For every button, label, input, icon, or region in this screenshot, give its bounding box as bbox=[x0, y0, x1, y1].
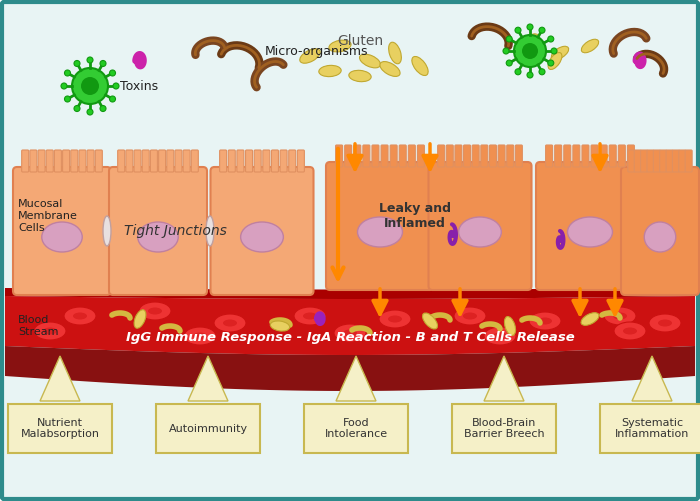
Polygon shape bbox=[188, 356, 228, 401]
Circle shape bbox=[109, 70, 116, 76]
Ellipse shape bbox=[329, 40, 351, 52]
Text: Toxins: Toxins bbox=[120, 80, 158, 93]
Ellipse shape bbox=[300, 49, 320, 63]
Circle shape bbox=[515, 69, 521, 75]
FancyBboxPatch shape bbox=[609, 145, 616, 167]
Text: Blood
Stream: Blood Stream bbox=[18, 315, 59, 337]
FancyBboxPatch shape bbox=[191, 150, 198, 172]
Ellipse shape bbox=[358, 217, 402, 247]
FancyBboxPatch shape bbox=[640, 150, 648, 172]
Circle shape bbox=[81, 77, 99, 95]
Ellipse shape bbox=[423, 313, 438, 329]
Text: Nutrient
Malabsorption: Nutrient Malabsorption bbox=[20, 418, 99, 439]
Ellipse shape bbox=[581, 313, 599, 325]
FancyBboxPatch shape bbox=[159, 150, 166, 172]
Circle shape bbox=[74, 61, 80, 67]
FancyBboxPatch shape bbox=[156, 404, 260, 453]
Ellipse shape bbox=[34, 322, 66, 340]
FancyBboxPatch shape bbox=[126, 150, 133, 172]
FancyBboxPatch shape bbox=[211, 167, 314, 295]
Text: Tight Junctions: Tight Junctions bbox=[124, 224, 226, 238]
Ellipse shape bbox=[241, 222, 284, 252]
Ellipse shape bbox=[658, 320, 672, 327]
FancyBboxPatch shape bbox=[545, 145, 552, 167]
Text: IgG Immune Response - IgA Reaction - B and T Cells Release: IgG Immune Response - IgA Reaction - B a… bbox=[125, 332, 575, 345]
Ellipse shape bbox=[148, 308, 162, 315]
Ellipse shape bbox=[623, 328, 637, 335]
FancyBboxPatch shape bbox=[87, 150, 94, 172]
FancyBboxPatch shape bbox=[536, 162, 644, 290]
Ellipse shape bbox=[649, 314, 681, 332]
Circle shape bbox=[551, 48, 557, 54]
Circle shape bbox=[539, 27, 545, 33]
FancyBboxPatch shape bbox=[62, 150, 69, 172]
Ellipse shape bbox=[582, 39, 598, 53]
Ellipse shape bbox=[484, 327, 516, 345]
Ellipse shape bbox=[548, 53, 562, 70]
Circle shape bbox=[548, 60, 554, 66]
Circle shape bbox=[548, 36, 554, 42]
FancyBboxPatch shape bbox=[118, 150, 125, 172]
Ellipse shape bbox=[343, 330, 357, 337]
Ellipse shape bbox=[463, 313, 477, 320]
FancyBboxPatch shape bbox=[272, 150, 279, 172]
Circle shape bbox=[61, 83, 67, 89]
FancyBboxPatch shape bbox=[13, 167, 111, 295]
FancyBboxPatch shape bbox=[573, 145, 580, 167]
Ellipse shape bbox=[193, 333, 207, 340]
Ellipse shape bbox=[380, 62, 400, 77]
Circle shape bbox=[100, 106, 106, 112]
Ellipse shape bbox=[522, 34, 538, 48]
FancyBboxPatch shape bbox=[481, 145, 488, 167]
Circle shape bbox=[87, 109, 93, 115]
FancyBboxPatch shape bbox=[246, 150, 253, 172]
Text: Micro-organisms: Micro-organisms bbox=[265, 45, 368, 58]
Text: Mucosal
Membrane
Cells: Mucosal Membrane Cells bbox=[18, 199, 78, 232]
FancyBboxPatch shape bbox=[452, 404, 556, 453]
Ellipse shape bbox=[604, 307, 636, 325]
FancyBboxPatch shape bbox=[220, 150, 227, 172]
Ellipse shape bbox=[529, 312, 561, 330]
FancyBboxPatch shape bbox=[489, 145, 496, 167]
Ellipse shape bbox=[613, 313, 627, 320]
FancyBboxPatch shape bbox=[38, 150, 45, 172]
FancyBboxPatch shape bbox=[600, 145, 607, 167]
Circle shape bbox=[527, 72, 533, 78]
FancyBboxPatch shape bbox=[304, 404, 408, 453]
Ellipse shape bbox=[412, 57, 428, 76]
Circle shape bbox=[506, 36, 512, 42]
FancyBboxPatch shape bbox=[408, 145, 415, 167]
Ellipse shape bbox=[505, 317, 515, 336]
Circle shape bbox=[522, 43, 538, 59]
Ellipse shape bbox=[214, 314, 246, 332]
FancyBboxPatch shape bbox=[254, 150, 261, 172]
FancyBboxPatch shape bbox=[167, 150, 174, 172]
FancyBboxPatch shape bbox=[95, 150, 102, 172]
FancyBboxPatch shape bbox=[71, 150, 78, 172]
FancyBboxPatch shape bbox=[455, 145, 462, 167]
Ellipse shape bbox=[134, 310, 146, 328]
FancyBboxPatch shape bbox=[79, 150, 86, 172]
FancyBboxPatch shape bbox=[8, 404, 112, 453]
FancyBboxPatch shape bbox=[326, 162, 434, 290]
Text: Autoimmunity: Autoimmunity bbox=[169, 423, 248, 433]
FancyBboxPatch shape bbox=[22, 150, 29, 172]
Ellipse shape bbox=[568, 217, 612, 247]
Polygon shape bbox=[40, 356, 80, 401]
FancyBboxPatch shape bbox=[564, 145, 570, 167]
FancyBboxPatch shape bbox=[618, 145, 625, 167]
FancyBboxPatch shape bbox=[298, 150, 304, 172]
Ellipse shape bbox=[42, 222, 83, 252]
Polygon shape bbox=[484, 356, 524, 401]
FancyBboxPatch shape bbox=[634, 150, 641, 172]
FancyBboxPatch shape bbox=[428, 162, 531, 290]
FancyBboxPatch shape bbox=[381, 145, 388, 167]
FancyBboxPatch shape bbox=[679, 150, 686, 172]
Circle shape bbox=[113, 83, 119, 89]
Ellipse shape bbox=[389, 42, 401, 64]
FancyBboxPatch shape bbox=[344, 145, 351, 167]
Ellipse shape bbox=[64, 307, 96, 325]
Ellipse shape bbox=[493, 333, 507, 340]
Ellipse shape bbox=[388, 316, 402, 323]
